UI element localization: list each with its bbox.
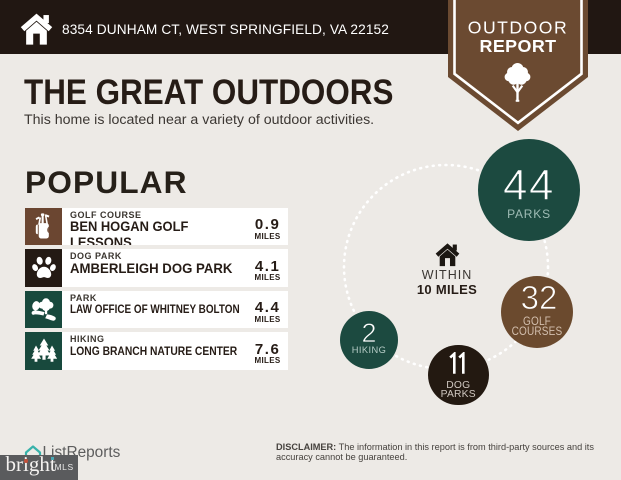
svg-text:REPORT: REPORT: [480, 36, 557, 56]
svg-text:OUTDOOR: OUTDOOR: [468, 18, 568, 38]
